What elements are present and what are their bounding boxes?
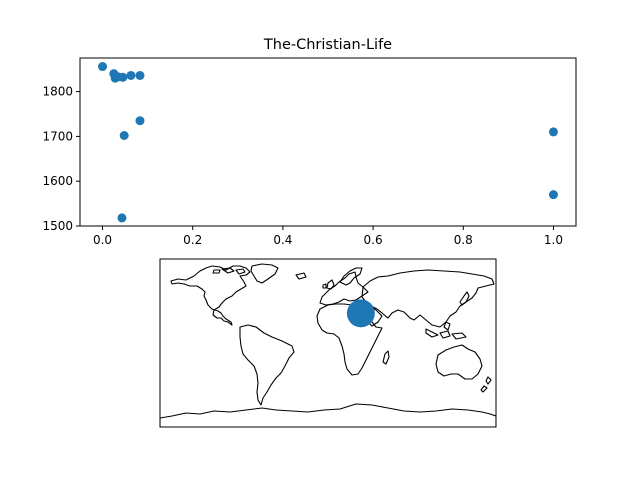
coastline-british-isles <box>295 272 335 290</box>
scatter-point <box>98 62 108 72</box>
coastline-southeast-asia <box>425 321 467 340</box>
y-tick-label: 1700 <box>42 129 73 143</box>
x-tick-label: 0.6 <box>364 233 383 247</box>
scatter-point <box>135 116 145 126</box>
scatter-point <box>126 70 136 80</box>
map-frame <box>159 258 497 428</box>
coastline-greenland <box>250 263 279 284</box>
coastline-antarctica <box>160 403 496 427</box>
coastline-new-zealand <box>480 376 492 393</box>
coastline-japan <box>459 291 470 306</box>
scatter-axes: The-Christian-Life 0.0 0.2 0.4 0.6 0.8 1.0 150… <box>42 37 577 247</box>
scatter-point <box>135 70 145 80</box>
scatter-point <box>119 131 129 141</box>
coastline-asia <box>361 269 495 328</box>
y-tick-label: 1500 <box>42 219 73 233</box>
scatter-point <box>117 213 127 223</box>
scatter-plot-frame <box>79 57 577 227</box>
scatter-points <box>98 62 558 223</box>
x-tick-label: 0.4 <box>273 233 292 247</box>
x-tick-label: 0.0 <box>93 233 112 247</box>
y-tick-label: 1600 <box>42 174 73 188</box>
scatter-point <box>118 72 128 82</box>
map-markers <box>346 299 375 328</box>
x-tick-label: 0.8 <box>454 233 473 247</box>
scatter-ticks: 0.0 0.2 0.4 0.6 0.8 1.0 1500 1600 1700 1800 <box>42 85 563 247</box>
coastline-australia <box>435 344 483 380</box>
x-tick-label: 0.2 <box>183 233 202 247</box>
coastline-madagascar <box>382 350 390 365</box>
map-axes <box>159 258 497 428</box>
scatter-point <box>548 190 558 200</box>
coastline-arctic-islands <box>212 267 246 275</box>
x-tick-label: 1.0 <box>544 233 563 247</box>
y-tick-label: 1800 <box>42 85 73 99</box>
coastline-scandinavia <box>339 267 363 286</box>
map-marker <box>346 299 375 328</box>
coastline-south-america <box>239 324 295 406</box>
chart-title: The-Christian-Life <box>263 37 392 53</box>
scatter-point <box>548 127 558 137</box>
